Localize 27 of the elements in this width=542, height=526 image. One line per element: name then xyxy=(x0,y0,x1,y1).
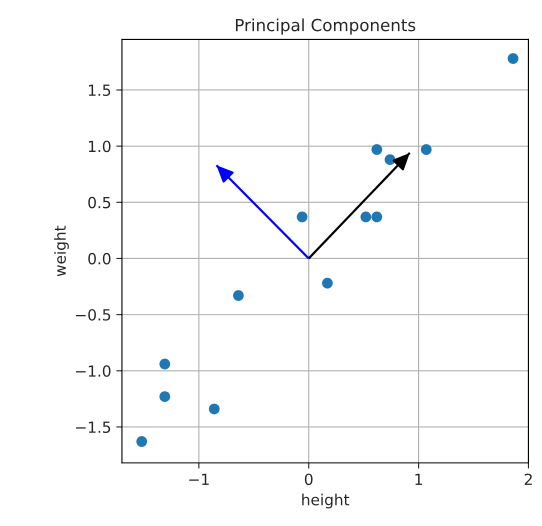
y-tick-label: −1.0 xyxy=(76,365,111,377)
x-tick-label: 0 xyxy=(304,474,313,486)
y-tick-label: 0.0 xyxy=(88,252,111,264)
x-tick-label: 2 xyxy=(524,474,532,485)
x-tick-label: 1 xyxy=(415,474,422,485)
y-axis-title: weight xyxy=(54,226,69,276)
point xyxy=(296,212,308,222)
point xyxy=(159,358,170,370)
y-tick-label: 0.5 xyxy=(88,196,110,208)
point xyxy=(136,436,148,447)
point xyxy=(371,212,382,222)
point xyxy=(371,144,382,155)
y-tick-label: −1.5 xyxy=(76,422,110,433)
point xyxy=(384,154,396,166)
point xyxy=(360,212,372,222)
x-axis-title: height xyxy=(302,494,350,508)
point xyxy=(508,53,518,64)
point xyxy=(420,144,432,155)
x-tick-label: −1 xyxy=(189,474,209,485)
point xyxy=(208,404,220,414)
y-tick-label: −0.5 xyxy=(76,309,110,321)
chart-title: Principal Components xyxy=(236,18,416,35)
y-tick-label: 1.5 xyxy=(88,84,110,96)
y-tick-label: 1.0 xyxy=(88,140,111,152)
point xyxy=(159,391,170,402)
point xyxy=(322,278,333,289)
point xyxy=(233,290,244,301)
